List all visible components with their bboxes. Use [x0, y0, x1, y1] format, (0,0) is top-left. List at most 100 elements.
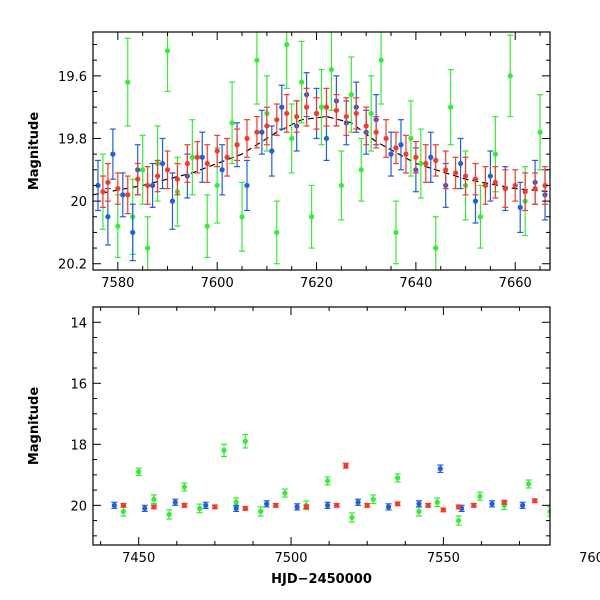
data-point [363, 106, 370, 146]
point-marker [242, 438, 248, 444]
data-point [202, 501, 209, 509]
point-marker [125, 192, 131, 198]
point-marker [284, 110, 290, 117]
data-point [119, 172, 126, 218]
point-marker [487, 173, 493, 179]
data-point [164, 32, 171, 93]
point-marker [353, 110, 359, 117]
plot-frame [92, 31, 551, 271]
data-point [253, 115, 260, 149]
point-marker [125, 79, 131, 85]
point-marker [453, 170, 459, 176]
data-point [129, 203, 136, 262]
point-marker [437, 466, 443, 472]
data-point [447, 68, 454, 146]
data-point [184, 144, 191, 183]
data-point [283, 94, 290, 133]
point-marker [457, 160, 464, 167]
data-point [432, 216, 439, 270]
data-point [425, 502, 432, 508]
data-point [283, 32, 290, 89]
data-point [519, 501, 526, 509]
point-marker [318, 104, 325, 110]
data-point [263, 500, 270, 508]
point-marker [532, 185, 538, 192]
point-marker [221, 447, 227, 454]
data-point [239, 181, 246, 252]
point-marker [166, 511, 172, 518]
point-marker [274, 117, 280, 123]
data-point [368, 75, 375, 152]
point-marker [100, 189, 106, 195]
y-tick-label: 14 [70, 316, 87, 331]
data-point [394, 501, 401, 507]
point-marker [501, 499, 507, 505]
data-point [550, 499, 556, 505]
point-marker [111, 502, 117, 508]
point-marker [324, 478, 331, 484]
point-marker [532, 498, 538, 504]
data-point [593, 495, 599, 500]
data-point [343, 97, 350, 136]
point-marker [433, 245, 439, 251]
data-point [427, 131, 434, 183]
point-marker [120, 508, 127, 515]
point-marker [489, 501, 495, 507]
series-red [99, 87, 549, 215]
point-marker [303, 104, 310, 110]
data-point [120, 506, 127, 517]
point-marker [522, 189, 528, 195]
point-marker [115, 185, 121, 192]
data-point [303, 504, 310, 510]
data-point [525, 479, 532, 489]
point-marker [395, 501, 401, 507]
data-point [462, 156, 469, 196]
point-marker [269, 148, 275, 154]
point-marker [120, 502, 127, 508]
data-point [394, 473, 401, 483]
point-marker [388, 151, 394, 157]
data-point [477, 184, 484, 249]
data-point [457, 137, 464, 190]
point-marker [456, 517, 462, 524]
point-marker [264, 501, 270, 507]
point-marker [150, 182, 156, 189]
data-point [532, 172, 539, 205]
point-marker [416, 508, 422, 515]
data-point [422, 144, 429, 183]
data-point [537, 94, 544, 171]
point-marker [593, 495, 598, 500]
y-tick-label: 19.6 [58, 70, 87, 85]
data-point [181, 482, 188, 492]
point-marker [151, 504, 157, 510]
point-marker [212, 504, 218, 510]
x-tick-label: 7640 [399, 276, 432, 291]
data-point [402, 134, 409, 174]
data-point [164, 150, 171, 190]
data-point [211, 504, 218, 510]
point-marker [159, 160, 166, 167]
data-point [455, 515, 462, 526]
data-point [568, 498, 574, 507]
point-marker [130, 229, 136, 236]
data-point [348, 56, 355, 133]
data-point [263, 106, 270, 146]
point-marker [526, 481, 532, 487]
y-tick-label: 19.8 [58, 132, 87, 147]
data-point [134, 162, 141, 196]
data-point [219, 144, 226, 196]
data-point [272, 502, 279, 508]
series-green [120, 433, 574, 526]
data-point [383, 119, 390, 158]
data-point [257, 506, 264, 517]
data-point [99, 175, 106, 208]
y-tick-label: 20 [70, 195, 87, 210]
x-tick-label: 7660 [499, 276, 532, 291]
point-marker [403, 151, 409, 157]
data-point [221, 443, 228, 458]
data-point [476, 491, 483, 501]
data-point [353, 97, 360, 130]
point-marker [492, 151, 498, 157]
x-tick-label: 7620 [300, 276, 333, 291]
